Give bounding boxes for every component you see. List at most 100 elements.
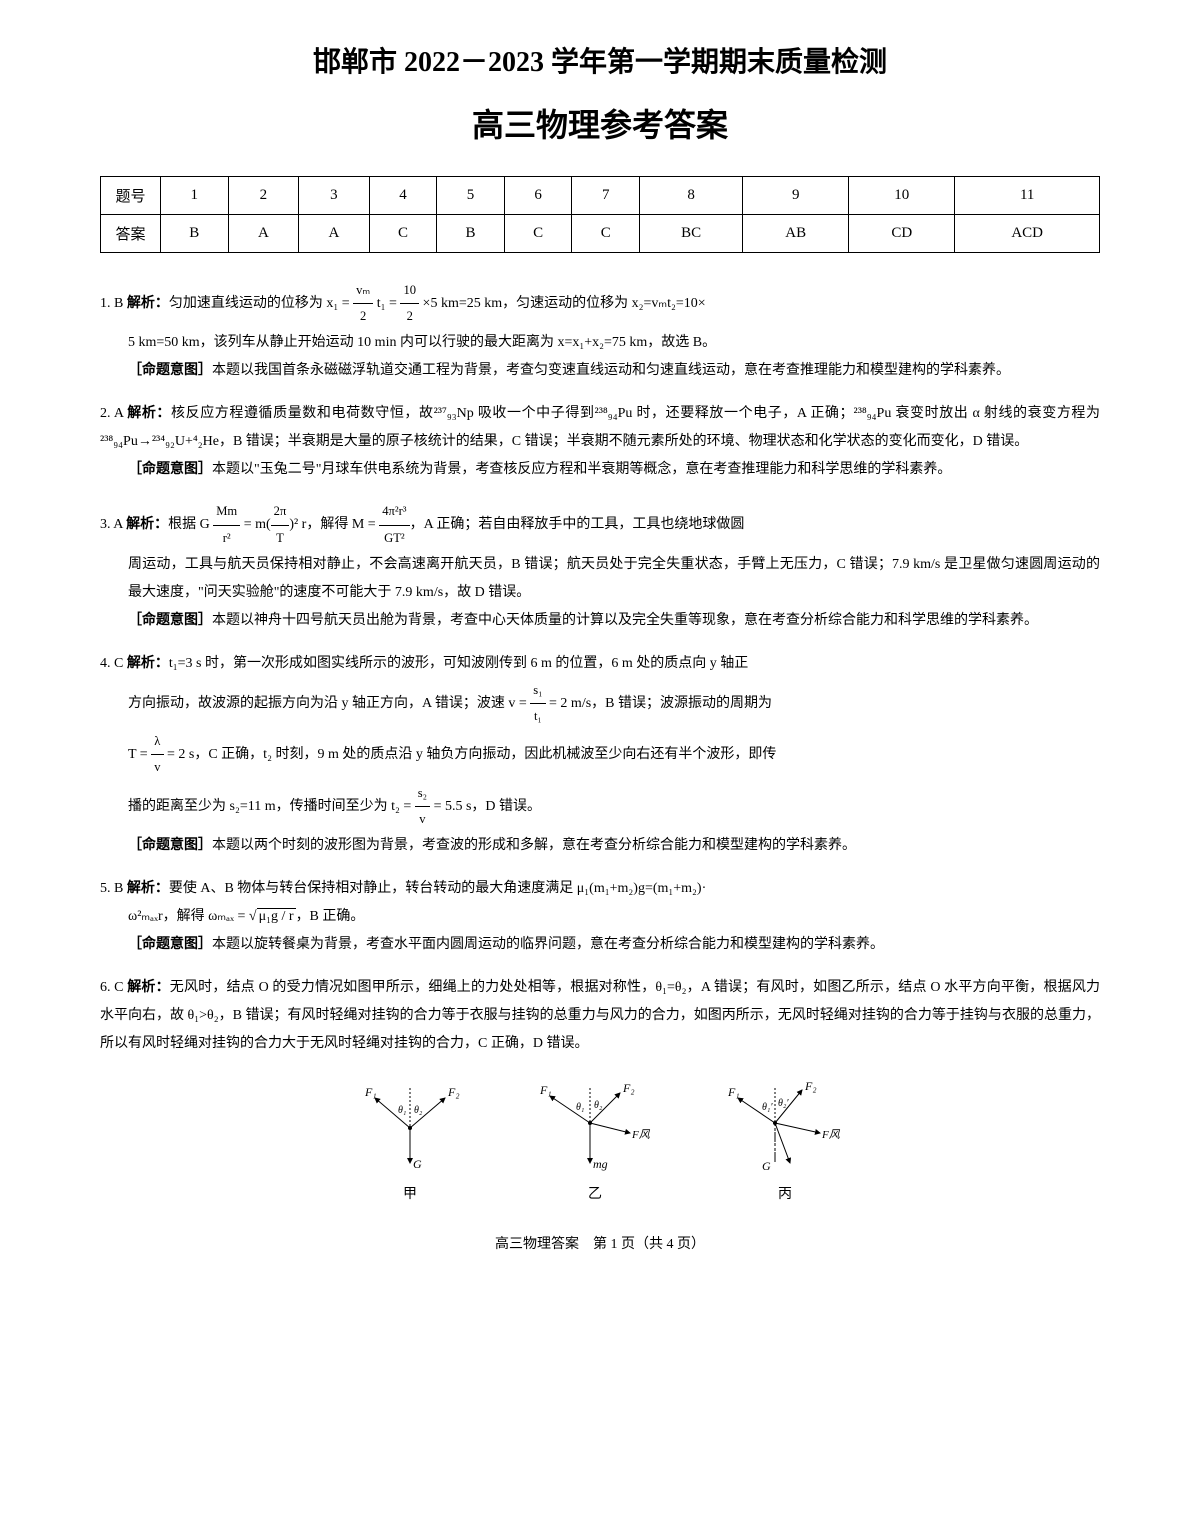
q4-text2: 方向振动，故波源的起振方向为沿 y 轴正方向，A 错误；波速 v = xyxy=(128,696,530,711)
frac-den: T xyxy=(271,526,290,551)
q3-label: 解析： xyxy=(126,517,168,532)
q3-intent-label: ［命题意图］ xyxy=(128,613,212,628)
q5-intent-label: ［命题意图］ xyxy=(128,937,212,952)
svg-text:θ₁: θ₁ xyxy=(398,1105,406,1116)
answer-label: 答案 xyxy=(101,215,161,253)
q1-intent: 本题以我国首条永磁磁浮轨道交通工程为背景，考查匀变速直线运动和匀速直线运动，意在… xyxy=(212,363,1010,378)
svg-text:F₁: F₁ xyxy=(539,1083,552,1097)
q2-label: 解析： xyxy=(127,406,171,421)
col-num: 7 xyxy=(572,177,640,215)
frac-num: s₁ xyxy=(530,678,545,704)
q1-label: 解析： xyxy=(127,296,169,311)
q1-text1: 匀加速直线运动的位移为 x₁ = xyxy=(169,296,353,311)
col-num: 1 xyxy=(161,177,229,215)
col-num: 3 xyxy=(299,177,370,215)
question-4: 4. C 解析：t₁=3 s 时，第一次形成如图实线所示的波形，可知波刚传到 6… xyxy=(100,650,1100,860)
question-3: 3. A 解析：根据 G Mmr² = m(2πT)² r，解得 M = 4π²… xyxy=(100,499,1100,634)
q3-text5: 周运动，工具与航天员保持相对静止，不会高速离开航天员，B 错误；航天员处于完全失… xyxy=(100,551,1100,607)
col-num: 5 xyxy=(437,177,505,215)
force-diagrams: F₁ F₂ θ₁ θ₂ G 甲 F₁ F₂ θ₁ θ₂ F风 mg 乙 xyxy=(100,1078,1100,1203)
diagram-jia: F₁ F₂ θ₁ θ₂ G 甲 xyxy=(350,1078,470,1203)
answer-cell: C xyxy=(572,215,640,253)
frac-den: 2 xyxy=(400,304,419,329)
q2-intent-label: ［命题意图］ xyxy=(128,462,212,477)
q3-text1: 根据 G xyxy=(168,517,213,532)
frac-den: GT² xyxy=(379,526,409,551)
table-answer-row: 答案 B A A C B C C BC AB CD ACD xyxy=(101,215,1100,253)
col-num: 4 xyxy=(369,177,437,215)
col-num: 11 xyxy=(955,177,1100,215)
answer-cell: BC xyxy=(640,215,743,253)
q4-intent-label: ［命题意图］ xyxy=(128,838,212,853)
q1-text4: 5 km=50 km，该列车从静止开始运动 10 min 内可以行驶的最大距离为… xyxy=(100,329,1100,357)
frac-num: 4π²r³ xyxy=(379,499,409,525)
exam-subtitle: 高三物理参考答案 xyxy=(100,100,1100,146)
frac-num: Mm xyxy=(213,499,240,525)
answer-cell: ACD xyxy=(955,215,1100,253)
header-label: 题号 xyxy=(101,177,161,215)
q3-text3: )² r，解得 M = xyxy=(289,517,379,532)
q2-intent: 本题以"玉兔二号"月球车供电系统为背景，考查核反应方程和半衰期等概念，意在考查推… xyxy=(212,462,951,477)
question-6: 6. C 解析：无风时，结点 O 的受力情况如图甲所示，细绳上的力处处相等，根据… xyxy=(100,974,1100,1058)
frac-den: v xyxy=(151,755,163,780)
answer-table: 题号 1 2 3 4 5 6 7 8 9 10 11 答案 B A A C B … xyxy=(100,176,1100,253)
q3-text2: = m( xyxy=(240,517,270,532)
q6-text1: 无风时，结点 O 的受力情况如图甲所示，细绳上的力处处相等，根据对称性，θ₁=θ… xyxy=(100,980,1100,1051)
q5-text2: ω²ₘₐₓr，解得 ωₘₐₓ = xyxy=(128,909,249,924)
svg-text:θ₂: θ₂ xyxy=(414,1105,423,1116)
q4-text7: = 5.5 s，D 错误。 xyxy=(430,798,541,813)
q4-intent: 本题以两个时刻的波形图为背景，考查波的形成和多解，意在考查分析综合能力和模型建构… xyxy=(212,838,856,853)
q4-num: 4. C xyxy=(100,656,123,671)
q3-intent: 本题以神舟十四号航天员出舱为背景，考查中心天体质量的计算以及完全失重等现象，意在… xyxy=(212,613,1038,628)
svg-text:θ₂: θ₂ xyxy=(594,1100,603,1111)
svg-text:mg: mg xyxy=(593,1157,608,1171)
q1-text3: ×5 km=25 km，匀速运动的位移为 x₂=vₘt₂=10× xyxy=(419,296,706,311)
frac-num: s₂ xyxy=(415,781,430,807)
frac-num: vₘ xyxy=(353,278,373,304)
q5-num: 5. B xyxy=(100,881,123,896)
frac-num: λ xyxy=(151,729,163,755)
frac-den: r² xyxy=(213,526,240,551)
q5-label: 解析： xyxy=(127,881,169,896)
q1-num: 1. B xyxy=(100,296,123,311)
col-num: 9 xyxy=(743,177,849,215)
q1-text2: t₁ = xyxy=(373,296,400,311)
answer-cell: A xyxy=(228,215,299,253)
frac-den: t₁ xyxy=(530,704,545,729)
table-header-row: 题号 1 2 3 4 5 6 7 8 9 10 11 xyxy=(101,177,1100,215)
question-1: 1. B 解析：匀加速直线运动的位移为 x₁ = vₘ2 t₁ = 102 ×5… xyxy=(100,278,1100,385)
svg-text:θ₁′: θ₁′ xyxy=(762,1102,773,1113)
q4-text4: T = xyxy=(128,747,151,762)
q3-num: 3. A xyxy=(100,517,123,532)
frac-num: 2π xyxy=(271,499,290,525)
diagram-bing: F₁ F₂ θ₁′ θ₂′ F风 G 丙 xyxy=(720,1078,850,1203)
q6-label: 解析： xyxy=(127,980,170,995)
svg-text:F风: F风 xyxy=(631,1129,651,1141)
q1-intent-label: ［命题意图］ xyxy=(128,363,212,378)
frac-num: 10 xyxy=(400,278,419,304)
sqrt-content: μ₁g / r xyxy=(257,908,296,924)
question-5: 5. B 解析：要使 A、B 物体与转台保持相对静止，转台转动的最大角速度满足 … xyxy=(100,875,1100,959)
question-2: 2. A 解析：核反应方程遵循质量数和电荷数守恒，故²³⁷₉₃Np 吸收一个中子… xyxy=(100,400,1100,484)
col-num: 8 xyxy=(640,177,743,215)
svg-text:F₁: F₁ xyxy=(364,1085,377,1099)
svg-text:F₂: F₂ xyxy=(622,1081,635,1095)
col-num: 10 xyxy=(849,177,955,215)
q3-text4: ，A 正确；若自由释放手中的工具，工具也绕地球做圆 xyxy=(410,517,745,532)
svg-text:θ₂′: θ₂′ xyxy=(778,1098,789,1109)
svg-text:F风: F风 xyxy=(821,1129,841,1141)
q5-text3: ，B 正确。 xyxy=(296,909,365,924)
q2-num: 2. A xyxy=(100,406,123,421)
answer-cell: C xyxy=(369,215,437,253)
svg-text:G: G xyxy=(413,1157,422,1171)
page-footer: 高三物理答案 第 1 页（共 4 页） xyxy=(100,1233,1100,1253)
q4-text6: 播的距离至少为 s₂=11 m，传播时间至少为 t₂ = xyxy=(128,798,415,813)
diagram-label-3: 丙 xyxy=(778,1183,792,1203)
svg-text:F₂: F₂ xyxy=(447,1085,460,1099)
svg-text:F₂: F₂ xyxy=(804,1079,817,1093)
col-num: 2 xyxy=(228,177,299,215)
q4-text3: = 2 m/s，B 错误；波源振动的周期为 xyxy=(546,696,772,711)
svg-text:F₁: F₁ xyxy=(727,1085,740,1099)
answer-cell: CD xyxy=(849,215,955,253)
svg-text:θ₁: θ₁ xyxy=(576,1102,584,1113)
